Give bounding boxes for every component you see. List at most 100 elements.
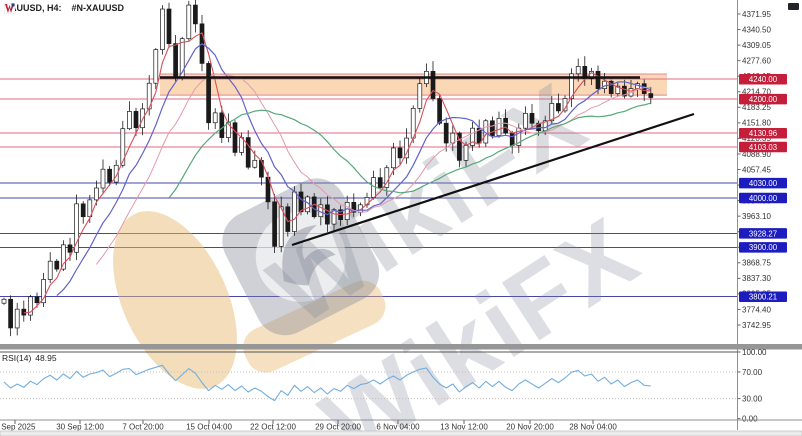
rsi-axis-label: 0.00: [742, 414, 758, 423]
levels-layer: [0, 73, 738, 298]
candle: [1, 297, 7, 305]
time-axis-label: 28 Nov 04:00: [569, 423, 617, 432]
candle: [331, 207, 337, 232]
lion-icon: [282, 224, 336, 286]
candle: [100, 159, 106, 193]
candle: [595, 65, 601, 95]
time-axis-label: 20 Nov 20:00: [506, 423, 554, 432]
candle: [133, 107, 139, 136]
candle: [160, 5, 165, 55]
candle: [153, 48, 159, 90]
candle: [470, 121, 475, 151]
candle: [569, 68, 574, 108]
candle: [351, 193, 357, 217]
candle: [193, 0, 198, 33]
drawings-layer: [23, 32, 695, 314]
candle: [490, 116, 495, 139]
candle: [47, 252, 53, 283]
candle: [107, 166, 112, 186]
corner-glyph: [788, 3, 799, 10]
candle: [503, 109, 508, 135]
price-level-badge: 4240.00: [739, 74, 787, 85]
price-level-badge: 4000.00: [739, 192, 787, 204]
time-axis-label: 29 Oct 20:00: [315, 423, 361, 432]
svg-text:4200.00: 4200.00: [749, 95, 778, 104]
candle: [443, 117, 449, 152]
candle: [80, 201, 86, 224]
candle: [127, 101, 132, 131]
candle: [615, 82, 621, 97]
svg-text:3928.27: 3928.27: [749, 229, 777, 238]
candle: [608, 79, 614, 98]
chart-title-bar: XAUUSD, H4: #N-XAUUSD: [4, 3, 124, 14]
price-axis-label: 4214.70: [742, 88, 771, 97]
symbol-icon: [4, 3, 15, 14]
price-axis-label: 4151.80: [742, 119, 771, 128]
horizontal-scrollbar[interactable]: [0, 430, 802, 436]
candle: [61, 240, 66, 271]
time-axis-label: 13 Nov 12:00: [440, 423, 488, 432]
price-level-badge: 4200.00: [739, 93, 787, 105]
candle: [28, 294, 33, 321]
panel-divider[interactable]: [0, 344, 802, 350]
price-level-badge: 3800.21: [739, 291, 787, 302]
candle: [285, 203, 291, 237]
candle: [278, 196, 284, 253]
rsi-panel: 100.00 70.00 30.00 0.00 3 Sep 2025 30 Sep 12:…: [0, 344, 802, 436]
time-axis-label: 3 Sep 2025: [0, 423, 36, 432]
candle: [206, 61, 211, 130]
price-axis-label: 4309.05: [742, 41, 771, 50]
ma-slow-line: [96, 73, 651, 265]
candle: [14, 302, 20, 336]
candle: [173, 35, 178, 82]
candle: [74, 194, 79, 261]
price-level-badge: 4130.96: [739, 127, 787, 139]
candle: [199, 14, 205, 72]
svg-text:3900.00: 3900.00: [749, 243, 778, 252]
svg-text:4240.00: 4240.00: [749, 75, 778, 84]
candle: [476, 119, 482, 148]
candle: [556, 93, 561, 114]
rsi-axis-label: 100.00: [742, 348, 767, 357]
candle: [496, 111, 502, 138]
candle: [41, 272, 46, 307]
candle: [424, 63, 429, 88]
chart-title: XAUUSD, H4:: [4, 3, 62, 13]
ma-long-line: [168, 102, 651, 199]
candle: [272, 194, 277, 253]
price-axis-label: 4057.45: [742, 165, 771, 174]
candle: [120, 120, 126, 168]
time-axis-label: 6 Nov 04:00: [376, 423, 420, 432]
rsi-axis-label: 70.00: [742, 368, 763, 377]
ma-fast-line: [23, 32, 651, 314]
svg-text:4130.96: 4130.96: [749, 129, 777, 138]
candle: [166, 2, 172, 48]
time-axis-label: 22 Oct 12:00: [250, 423, 296, 432]
rsi-axis-label: 30.00: [742, 394, 763, 403]
ascending-trendline[interactable]: [291, 112, 695, 247]
candle: [457, 131, 462, 168]
price-axis-label: 4088.90: [742, 150, 771, 159]
candle: [437, 95, 442, 126]
candle: [212, 108, 218, 129]
price-axis-label: 4183.25: [742, 103, 771, 112]
candle: [21, 300, 27, 322]
price-level-badge: 3900.00: [739, 242, 787, 253]
candle: [529, 103, 535, 130]
candle: [311, 193, 317, 219]
candle: [186, 0, 192, 41]
time-axis-label: 30 Sep 12:00: [56, 423, 104, 432]
svg-text:4030.00: 4030.00: [749, 179, 778, 188]
candle: [232, 120, 238, 157]
price-axis[interactable]: 4371.954340.504309.054277.604246.154214.…: [737, 0, 788, 430]
price-axis-label: 3837.30: [742, 274, 771, 283]
rsi-indicator-label: RSI(14) 48.95: [2, 353, 61, 363]
price-axis-label: 4371.95: [742, 10, 771, 19]
price-axis-label: 3868.75: [742, 259, 771, 268]
ma-mid-line: [56, 43, 652, 297]
price-level-badge: 4030.00: [739, 177, 787, 189]
svg-text:4000.00: 4000.00: [749, 194, 778, 203]
rsi-line: [3, 364, 651, 402]
